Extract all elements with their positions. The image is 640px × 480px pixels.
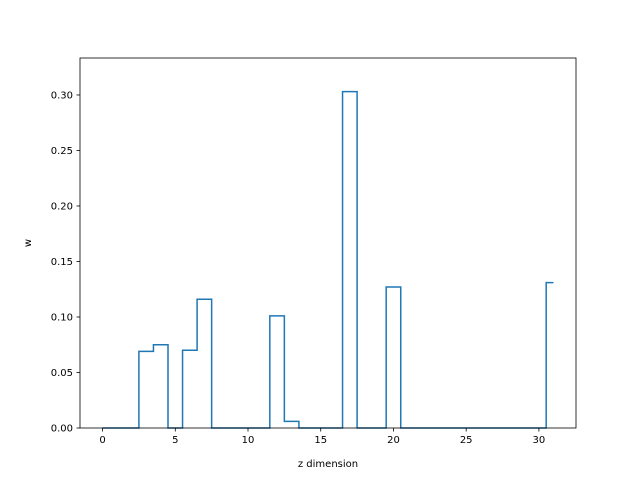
plot-area [79, 57, 577, 429]
x-tick-label: 0 [99, 435, 105, 446]
x-tick-label: 15 [314, 435, 327, 446]
y-tick-label: 0.25 [51, 146, 73, 157]
x-tick-label: 10 [242, 435, 255, 446]
axes-frame [79, 57, 577, 429]
x-axis-label: z dimension [298, 459, 358, 470]
x-axis: 0 5 10 15 20 25 30 [99, 428, 545, 446]
y-tick-label: 0.00 [51, 424, 73, 435]
x-tick-label: 25 [460, 435, 473, 446]
x-tick-label: 30 [533, 435, 546, 446]
y-axis-label: w [23, 239, 34, 247]
y-tick-label: 0.30 [51, 90, 73, 101]
y-tick-label: 0.05 [51, 368, 73, 379]
x-tick-label: 5 [172, 435, 178, 446]
y-axis: 0.00 0.05 0.10 0.15 0.20 0.25 0.30 [51, 90, 80, 435]
y-tick-label: 0.20 [51, 201, 73, 212]
y-tick-label: 0.10 [51, 312, 73, 323]
y-tick-label: 0.15 [51, 257, 73, 268]
x-tick-label: 20 [387, 435, 400, 446]
